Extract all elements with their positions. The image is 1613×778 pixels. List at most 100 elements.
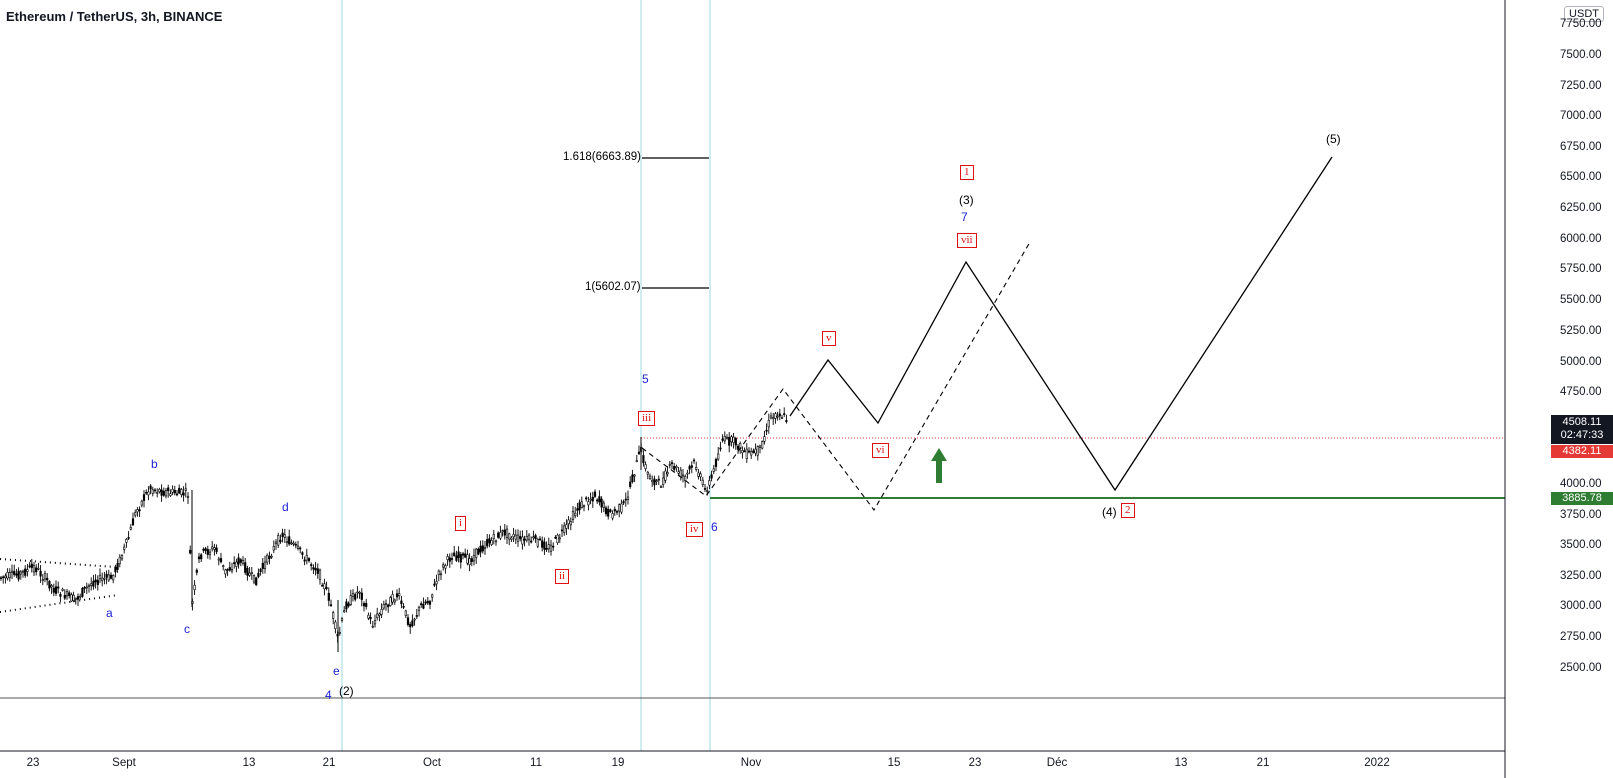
candle-body — [74, 598, 77, 600]
candle-body — [118, 556, 121, 565]
candle-body — [475, 548, 478, 558]
time-tick-label: 21 — [322, 757, 336, 769]
candle-body — [776, 415, 779, 418]
candle-body — [237, 557, 240, 565]
candle-body — [448, 557, 451, 562]
time-tick-label: Sept — [112, 757, 136, 769]
candle-body — [466, 554, 469, 564]
price-tick-label: 2750.00 — [1560, 631, 1602, 643]
candle-body — [554, 536, 557, 539]
candle-body — [327, 592, 330, 601]
candle-body — [754, 448, 757, 454]
candle-body — [532, 536, 535, 539]
candle-body — [428, 601, 432, 605]
candle-body — [547, 544, 550, 550]
candle-body — [725, 436, 729, 439]
candle-body — [136, 509, 139, 513]
candle-body — [356, 591, 359, 594]
support-badge: 3885.78 — [1551, 492, 1613, 505]
candle-body — [497, 532, 500, 538]
candle-body — [686, 472, 689, 475]
candle-body — [406, 617, 410, 625]
candle-body — [250, 572, 253, 574]
candle-body — [545, 547, 548, 550]
wave-label-3-paren: (3) — [959, 193, 974, 207]
candle-body — [54, 586, 58, 594]
candle-body — [215, 547, 218, 553]
candle-body — [270, 555, 273, 558]
candle-body — [96, 579, 99, 585]
candle-body — [549, 544, 553, 552]
candle-body — [248, 572, 251, 576]
candle-body — [164, 490, 168, 497]
candle-body — [362, 603, 366, 607]
candle-body — [512, 533, 515, 538]
candle-body — [19, 571, 22, 575]
candle-body — [259, 569, 262, 572]
bar-countdown: 02:47:33 — [1560, 429, 1604, 441]
candle-body — [670, 462, 674, 464]
candle-body — [426, 600, 429, 604]
prev-close-badge: 4382.11 — [1551, 445, 1613, 458]
candle-body — [21, 570, 25, 573]
price-tick-label: 5000.00 — [1560, 356, 1602, 368]
candle-body — [10, 570, 14, 573]
candle-body — [32, 565, 36, 573]
candle-body — [521, 536, 524, 545]
candle-body — [17, 570, 20, 580]
candle-body — [46, 577, 49, 581]
candle-body — [305, 554, 308, 561]
candle-body — [602, 502, 605, 508]
candle-body — [376, 613, 379, 618]
candle-body — [156, 492, 159, 494]
candle-body — [404, 610, 407, 616]
candle-body — [769, 415, 773, 419]
candle-body — [470, 558, 473, 562]
candle-body — [516, 534, 520, 542]
candle-body — [580, 501, 583, 508]
candle-body — [646, 471, 649, 475]
candle-body — [138, 509, 141, 511]
candle-body — [0, 577, 3, 580]
wave-box-vii: vii — [957, 233, 977, 248]
candle-body — [591, 496, 594, 502]
candle-body — [523, 538, 526, 541]
candle-body — [310, 564, 313, 566]
candle-body — [299, 547, 302, 550]
candle-body — [415, 615, 418, 617]
projection-solid-path — [789, 156, 1333, 492]
candle-body — [703, 488, 707, 490]
candle-body — [666, 472, 669, 475]
candle-body — [107, 574, 110, 581]
currency-badge[interactable]: USDT — [1564, 6, 1604, 22]
candle-body — [543, 541, 546, 550]
candle-body — [734, 438, 737, 446]
price-tick-label: 3250.00 — [1560, 570, 1602, 582]
candle-body — [598, 496, 601, 503]
candle-body — [437, 570, 440, 575]
candle-body — [391, 594, 394, 603]
candle-body — [24, 568, 27, 576]
candle-body — [629, 481, 632, 487]
candle-body — [657, 478, 660, 481]
candle-body — [613, 508, 616, 512]
price-tick-label: 4000.00 — [1560, 478, 1602, 490]
candle-body — [208, 551, 212, 555]
candle-body — [340, 618, 344, 621]
candle-body — [303, 559, 306, 562]
candle-body — [68, 592, 71, 596]
candle-body — [565, 524, 568, 529]
candle-body — [453, 552, 456, 557]
candle-body — [457, 551, 460, 558]
candle-body — [182, 492, 185, 496]
price-tick-label: 5250.00 — [1560, 325, 1602, 337]
candle-body — [65, 591, 69, 597]
candle-body — [688, 466, 691, 470]
candle-body — [622, 501, 625, 504]
candle-body — [745, 448, 748, 460]
wave-label-5: 5 — [642, 372, 649, 386]
candle-body — [435, 581, 438, 585]
candle-body — [433, 583, 436, 586]
candle-body — [783, 413, 786, 415]
